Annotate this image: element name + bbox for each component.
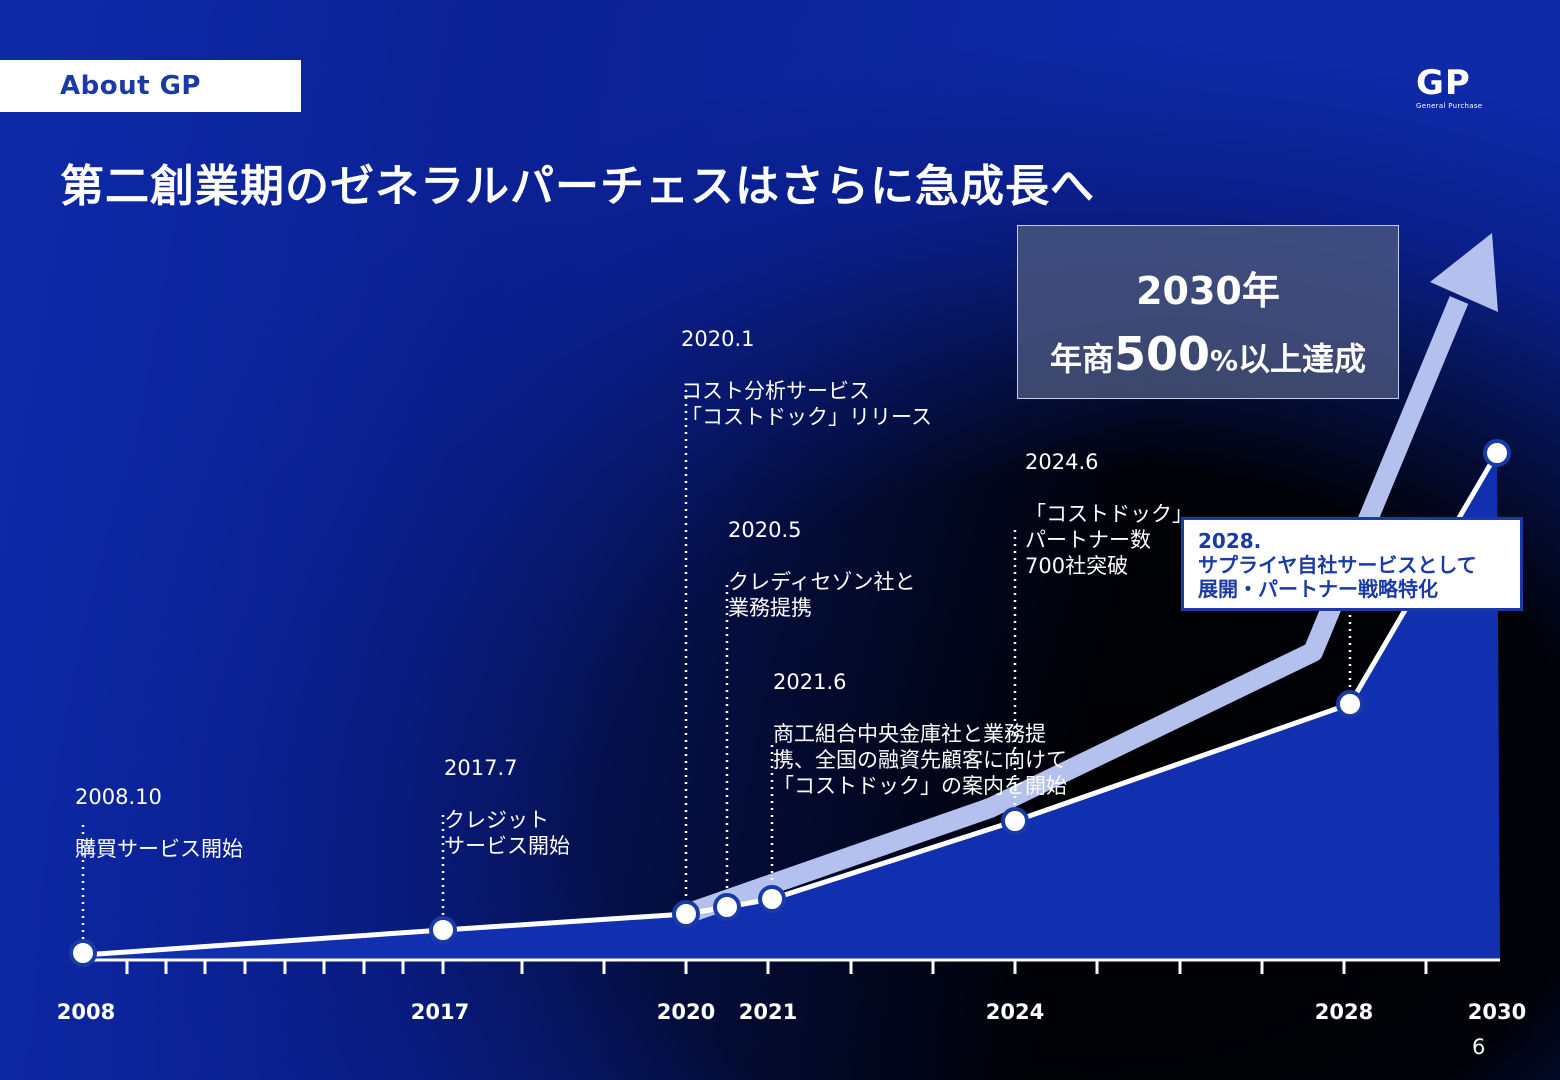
marker-2021 xyxy=(758,885,786,913)
x-axis-ticks xyxy=(125,960,1428,974)
milestone-date: 2020.5 xyxy=(728,518,802,542)
logo-mark: GP xyxy=(1416,63,1471,103)
callout-2028: 2028. サプライヤ自社サービスとして 展開・パートナー戦略特化 xyxy=(1181,517,1523,611)
x-label-2030: 2030 xyxy=(1467,1000,1527,1024)
milestone-text: 商工組合中央金庫社と業務提 携、全国の融資先顧客に向けて 「コストドック」の案内… xyxy=(773,722,1067,798)
projection-arrow-head xyxy=(1430,233,1498,312)
milestone-text: クレジット サービス開始 xyxy=(444,808,570,858)
section-tag-label: About GP xyxy=(60,71,201,101)
x-label-2020: 2020 xyxy=(656,1000,716,1024)
callout-date: 2028. xyxy=(1198,529,1262,553)
milestone-text: コスト分析サービス 「コストドック」リリース xyxy=(681,379,932,429)
milestone-2020-1: 2020.1 コスト分析サービス 「コストドック」リリース xyxy=(681,300,932,456)
milestone-2008: 2008.10 購買サービス開始 xyxy=(75,758,243,888)
milestone-text: 購買サービス開始 xyxy=(75,837,243,861)
marker-2028 xyxy=(1336,690,1364,718)
growth-area xyxy=(83,453,1500,960)
marker-2020-1 xyxy=(672,900,700,928)
goal-year: 2030年 xyxy=(1136,269,1280,313)
milestone-text: クレディセゾン社と 業務提携 xyxy=(728,570,916,620)
marker-2024 xyxy=(1001,807,1029,835)
milestone-text: 「コストドック」 パートナー数 700社突破 xyxy=(1025,502,1193,578)
x-label-2024: 2024 xyxy=(985,1000,1045,1024)
growth-line xyxy=(82,451,1500,958)
goal-box: 2030年 年商500%以上達成 xyxy=(1017,225,1399,399)
section-tag: About GP xyxy=(0,60,301,112)
callout-line-1: サプライヤ自社サービスとして xyxy=(1198,553,1477,577)
goal-statement: 年商500%以上達成 xyxy=(1018,327,1398,381)
marker-2017 xyxy=(429,916,457,944)
page-title: 第二創業期のゼネラルパーチェスはさらに急成長へ xyxy=(60,161,1095,212)
page-number: 6 xyxy=(1472,1035,1486,1059)
projection-arrow-shaft xyxy=(682,296,1469,924)
leader-lines xyxy=(81,390,1352,940)
milestone-2021: 2021.6 商工組合中央金庫社と業務提 携、全国の融資先顧客に向けて 「コスト… xyxy=(773,643,1067,825)
x-label-2008: 2008 xyxy=(56,1000,116,1024)
milestone-2020-5: 2020.5 クレディセゾン社と 業務提携 xyxy=(728,491,916,647)
milestone-date: 2021.6 xyxy=(773,670,847,694)
milestone-date: 2008.10 xyxy=(75,785,162,809)
marker-2030 xyxy=(1483,439,1511,467)
goal-prefix: 年商 xyxy=(1049,340,1114,378)
logo-subtitle: General Purchase xyxy=(1416,102,1483,110)
milestone-date: 2017.7 xyxy=(444,756,518,780)
x-label-2017: 2017 xyxy=(410,1000,470,1024)
marker-2008 xyxy=(69,939,97,967)
milestone-2017: 2017.7 クレジット サービス開始 xyxy=(444,729,570,885)
milestone-date: 2020.1 xyxy=(681,327,755,351)
milestone-date: 2024.6 xyxy=(1025,450,1099,474)
marker-2020-5 xyxy=(713,893,741,921)
goal-suffix: % xyxy=(1209,344,1239,377)
gp-logo: GP General Purchase xyxy=(1416,66,1486,116)
milestone-2024: 2024.6 「コストドック」 パートナー数 700社突破 xyxy=(1025,423,1193,605)
callout-line-2: 展開・パートナー戦略特化 xyxy=(1198,577,1438,601)
x-label-2021: 2021 xyxy=(738,1000,798,1024)
x-label-2028: 2028 xyxy=(1314,1000,1374,1024)
milestone-markers xyxy=(69,439,1511,967)
goal-value: 500 xyxy=(1113,327,1210,381)
goal-rest: 以上達成 xyxy=(1238,340,1367,378)
